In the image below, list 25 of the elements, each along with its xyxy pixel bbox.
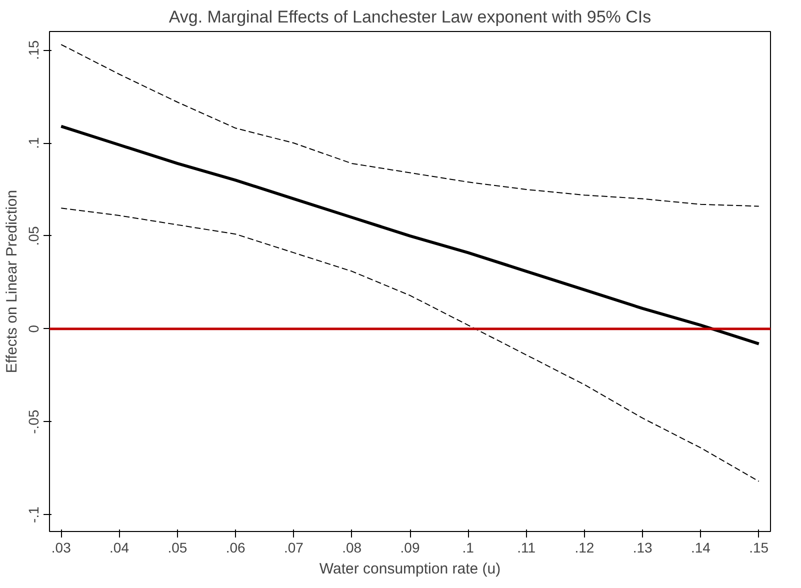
x-tick-label: .06 [226, 540, 246, 556]
y-tick-label: -.05 [26, 410, 42, 434]
x-tick-label: .12 [574, 540, 594, 556]
x-tick-label: .08 [342, 540, 362, 556]
x-tick-label: .09 [400, 540, 420, 556]
y-tick-label: .1 [26, 136, 42, 149]
x-tick-label: .07 [284, 540, 304, 556]
line-series [60, 44, 760, 207]
line-series [60, 124, 760, 346]
x-tick-label: .15 [749, 540, 769, 556]
x-tick-label: .05 [168, 540, 188, 556]
x-tick-label: .13 [632, 540, 653, 556]
x-axis-title: Water consumption rate (u) [319, 560, 501, 578]
y-tick-label: .05 [26, 226, 42, 246]
x-tick-label: .14 [690, 540, 711, 556]
x-tick-label: .1 [462, 540, 474, 556]
line-series [60, 208, 760, 482]
y-tick-label: 0 [26, 324, 42, 333]
x-tick-label: .03 [51, 540, 72, 556]
y-tick-label: .15 [26, 40, 42, 60]
x-tick-label: .04 [110, 540, 130, 556]
x-tick-label: .11 [517, 540, 536, 556]
y-tick-label: -.1 [26, 506, 42, 523]
chart-title: Avg. Marginal Effects of Lanchester Law exponent with 95% CIs [168, 8, 652, 26]
y-axis-title: Effects on Linear Prediction [4, 190, 20, 374]
